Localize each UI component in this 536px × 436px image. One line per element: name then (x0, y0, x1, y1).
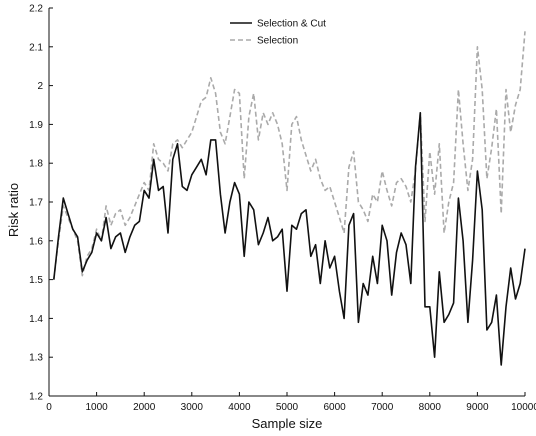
y-tick-label: 1.5 (29, 275, 43, 286)
x-tick-label: 9000 (466, 402, 489, 413)
y-tick-label: 1.4 (29, 314, 43, 325)
legend-label-selection: Selection (257, 36, 298, 47)
x-tick-label: 10000 (511, 402, 536, 413)
legend: Selection & Cut Selection (230, 19, 326, 47)
x-tick-label: 3000 (181, 402, 204, 413)
y-tick-label: 1.3 (29, 353, 43, 364)
x-tick-label: 5000 (276, 402, 299, 413)
y-axis-ticks: 1.2 1.3 1.4 1.5 1.6 1.7 1.8 1.9 2 2.1 2.2 (29, 4, 53, 403)
y-axis-label: Risk ratio (6, 183, 21, 237)
x-tick-label: 4000 (228, 402, 251, 413)
series-line-selection-cut (53, 112, 526, 366)
x-tick-label: 0 (46, 402, 52, 413)
y-tick-label: 1.2 (29, 392, 43, 403)
x-tick-label: 2000 (133, 402, 156, 413)
series-layer (53, 31, 526, 366)
y-tick-label: 1.9 (29, 120, 43, 131)
y-tick-label: 2.1 (29, 42, 43, 53)
series-line-selection (53, 31, 526, 280)
y-tick-label: 1.6 (29, 236, 43, 247)
x-tick-label: 6000 (323, 402, 346, 413)
y-tick-label: 1.8 (29, 159, 43, 170)
y-tick-label: 2 (37, 81, 43, 92)
x-tick-label: 8000 (419, 402, 442, 413)
x-tick-label: 7000 (371, 402, 394, 413)
x-axis-label: Sample size (252, 416, 323, 431)
x-tick-label: 1000 (85, 402, 108, 413)
x-axis-ticks: 0 1000 2000 3000 4000 5000 6000 7000 8000 9000 100… (46, 392, 536, 413)
plot-area: 0 1000 2000 3000 4000 5000 6000 7000 8000 9000 100… (29, 4, 536, 414)
y-tick-label: 1.7 (29, 198, 43, 209)
y-tick-label: 2.2 (29, 4, 43, 15)
legend-label-selection-cut: Selection & Cut (257, 19, 326, 30)
